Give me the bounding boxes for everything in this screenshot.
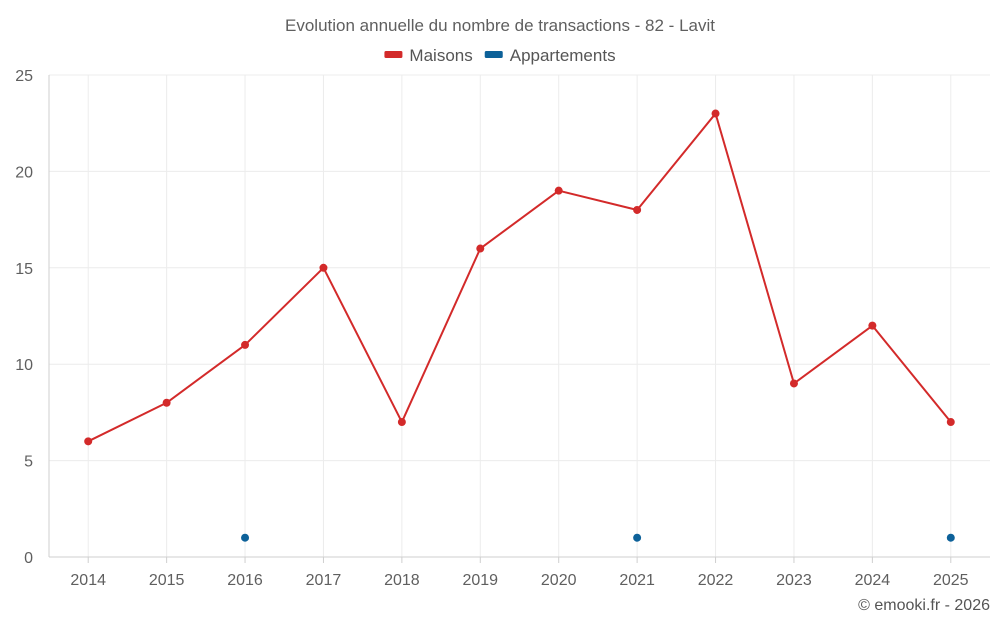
- legend: Maisons Appartements: [384, 46, 616, 65]
- x-tick-label: 2017: [306, 572, 342, 589]
- legend-label: Appartements: [510, 46, 616, 65]
- data-point-appartements[interactable]: [633, 533, 642, 542]
- x-tick-label: 2022: [698, 572, 734, 589]
- axes: [48, 75, 990, 563]
- data-point-maisons[interactable]: [84, 437, 93, 446]
- x-tick-label: 2019: [462, 572, 498, 589]
- data-point-maisons[interactable]: [946, 418, 955, 427]
- x-tick-label: 2024: [855, 572, 891, 589]
- x-tick-label: 2014: [70, 572, 106, 589]
- data-point-maisons[interactable]: [241, 340, 250, 349]
- data-point-maisons[interactable]: [162, 398, 171, 407]
- legend-swatch: [484, 51, 503, 58]
- legend-item-maisons[interactable]: Maisons: [384, 46, 473, 65]
- data-point-maisons[interactable]: [476, 244, 485, 253]
- series-layer: [84, 109, 955, 542]
- y-axis-tick-labels: 0 5 10 15 20 25: [15, 68, 33, 567]
- credit-text: © emooki.fr - 2026: [858, 597, 990, 614]
- x-tick-label: 2021: [619, 572, 655, 589]
- data-point-maisons[interactable]: [554, 186, 563, 195]
- y-tick-label: 25: [15, 68, 33, 85]
- y-tick-label: 0: [24, 550, 33, 567]
- data-point-maisons[interactable]: [397, 418, 406, 427]
- x-axis-tick-labels: 2014 2015 2016 2017 2018 2019 2020 2021 2022 2023…: [70, 572, 968, 589]
- y-tick-label: 5: [24, 454, 33, 471]
- legend-swatch: [384, 51, 403, 58]
- data-point-appartements[interactable]: [241, 533, 250, 542]
- y-tick-label: 20: [15, 164, 33, 181]
- data-point-maisons[interactable]: [711, 109, 720, 118]
- legend-label: Maisons: [409, 46, 472, 65]
- data-point-maisons[interactable]: [868, 321, 877, 330]
- data-point-maisons[interactable]: [633, 205, 642, 214]
- series-line-maisons: [87, 112, 952, 443]
- x-tick-label: 2016: [227, 572, 263, 589]
- data-point-maisons[interactable]: [319, 263, 328, 272]
- data-point-maisons[interactable]: [789, 379, 798, 388]
- legend-item-appartements[interactable]: Appartements: [484, 46, 616, 65]
- x-tick-label: 2018: [384, 572, 420, 589]
- grid: [49, 74, 990, 557]
- data-point-appartements[interactable]: [946, 533, 955, 542]
- y-tick-label: 10: [15, 357, 33, 374]
- y-tick-label: 15: [15, 261, 33, 278]
- x-tick-label: 2020: [541, 572, 577, 589]
- x-tick-label: 2025: [933, 572, 969, 589]
- chart-title: Evolution annuelle du nombre de transact…: [285, 16, 715, 35]
- x-tick-label: 2015: [149, 572, 185, 589]
- x-tick-label: 2023: [776, 572, 812, 589]
